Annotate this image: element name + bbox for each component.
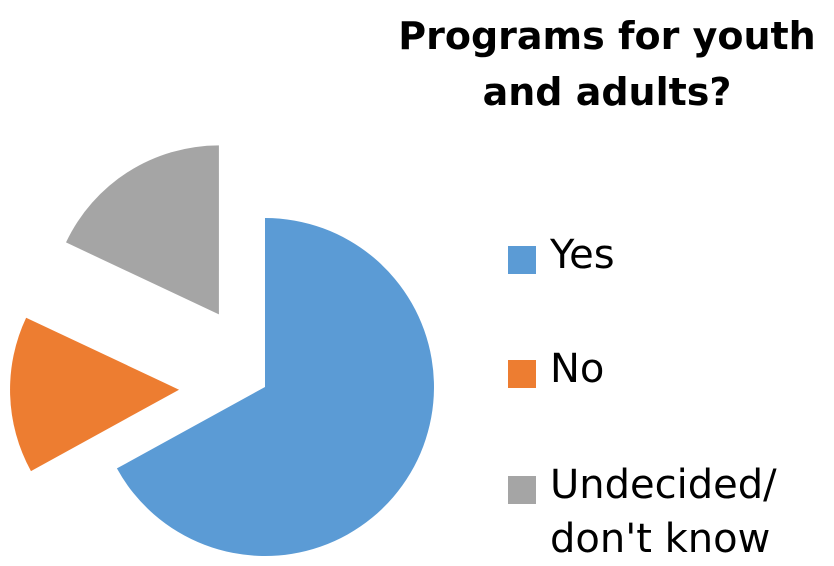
legend-entry-no: No: [508, 342, 604, 396]
pie-slice-yes: [116, 218, 434, 556]
chart-title-line-2: and adults?: [482, 70, 732, 114]
legend-label-no: No: [550, 342, 604, 396]
legend-swatch-yes: [508, 246, 536, 274]
legend-entry-undecided: Undecided/ don't know: [508, 458, 777, 566]
legend-label-undecided-line-2: don't know: [550, 516, 771, 562]
legend-label-yes-line-1: Yes: [550, 232, 615, 278]
legend-entry-yes: Yes: [508, 228, 615, 282]
pie-slice-undecided: [66, 145, 219, 315]
legend-label-no-line-1: No: [550, 346, 605, 392]
legend-label-undecided: Undecided/ don't know: [550, 458, 777, 566]
pie-slice-no: [10, 317, 180, 472]
legend-label-undecided-line-1: Undecided/: [550, 462, 777, 508]
legend-label-yes: Yes: [550, 228, 615, 282]
chart-title-line-1: Programs for youth: [398, 14, 816, 58]
legend-swatch-no: [508, 360, 536, 388]
chart-title: Programs for youth and adults?: [380, 8, 834, 120]
legend-swatch-undecided: [508, 476, 536, 504]
